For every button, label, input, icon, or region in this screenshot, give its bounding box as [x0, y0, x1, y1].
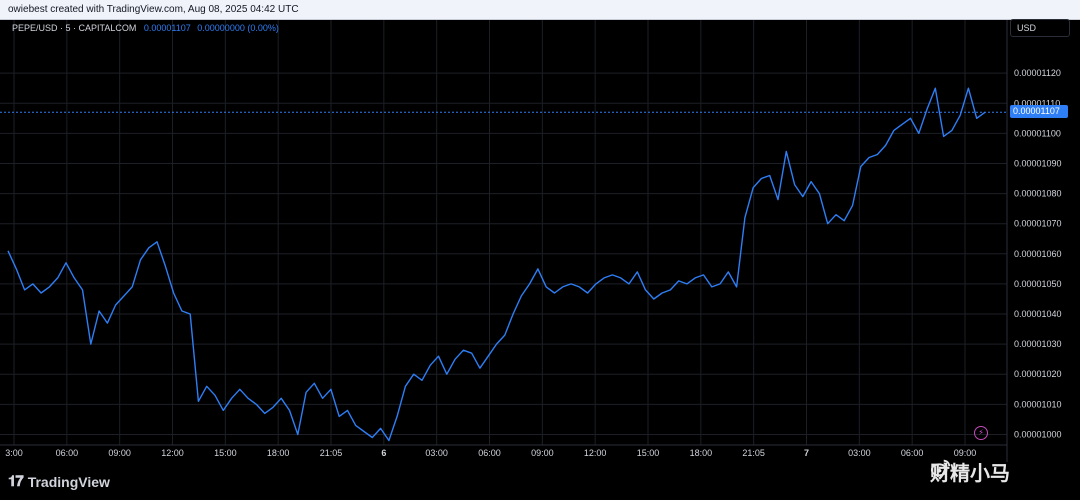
chart-legend[interactable]: PEPE/USD · 5 · CAPITALCOM 0.00001107 0.0… [12, 23, 279, 33]
time-axis-labels: 3:00 06:00 09:00 12:00 15:00 18:00 21:05 6 03:00… [5, 448, 976, 458]
time-tick-label: 18:00 [690, 448, 713, 458]
time-tick-label: 15:00 [637, 448, 660, 458]
time-tick-label: 18:00 [267, 448, 290, 458]
time-tick-label: 09:00 [954, 448, 977, 458]
price-tick-label: 0.00001000 [1014, 429, 1062, 439]
price-tick-label: 0.00001050 [1014, 279, 1062, 289]
price-tick-label: 0.00001110 [1014, 98, 1060, 108]
time-tick-label: 21:05 [320, 448, 343, 458]
price-tick-label: 0.00001070 [1014, 219, 1062, 229]
created-by-text: owiebest created with TradingView.com, A… [8, 4, 299, 15]
price-tick-label: 0.00001120 [1014, 68, 1061, 78]
time-tick-label: 03:00 [425, 448, 448, 458]
price-tick-label: 0.00001080 [1014, 189, 1062, 199]
time-tick-label: 06:00 [478, 448, 501, 458]
time-tick-label: 09:00 [531, 448, 554, 458]
time-tick-label: 3:00 [5, 448, 23, 458]
price-tick-label: 0.00001040 [1014, 309, 1062, 319]
watermark: 财精小马 [930, 457, 1010, 486]
time-tick-label: 21:05 [742, 448, 765, 458]
legend-last-value: 0.00001107 [143, 23, 191, 33]
series-line-pepe-usd [7, 87, 986, 442]
price-tick-label: 0.00001060 [1014, 249, 1062, 259]
bottom-bar: 𝟏𝟕 TradingView [0, 462, 1080, 500]
time-tick-label: 06:00 [901, 448, 924, 458]
lightning-icon[interactable]: ⚡ [974, 426, 988, 440]
time-tick-label: 12:00 [161, 448, 184, 458]
time-tick-label: 09:00 [108, 448, 131, 458]
price-tick-label: 0.00001020 [1014, 369, 1062, 379]
time-tick-label: 06:00 [56, 448, 79, 458]
price-tick-label: 0.00001090 [1014, 158, 1062, 168]
price-axis-labels: 0.00001000 0.00001010 0.00001020 0.00001030… [1014, 68, 1062, 439]
top-bar: owiebest created with TradingView.com, A… [0, 0, 1080, 20]
tradingview-brand-text: TradingView [27, 473, 110, 490]
tradingview-logo-icon: 𝟏𝟕 [8, 473, 24, 490]
time-tick-label: 03:00 [848, 448, 871, 458]
tradingview-logo[interactable]: 𝟏𝟕 TradingView [8, 473, 110, 490]
price-tick-label: 0.00001100 [1014, 128, 1061, 138]
currency-selector[interactable]: USD [1010, 19, 1070, 37]
price-tick-label: 0.00001010 [1014, 399, 1062, 409]
price-tick-label: 0.00001030 [1014, 339, 1062, 349]
legend-change: 0.00000000 (0.00%) [197, 23, 279, 33]
time-tick-label: 12:00 [584, 448, 607, 458]
time-tick-label: 6 [381, 448, 386, 458]
grid-lines [0, 20, 1007, 445]
time-tick-label: 15:00 [214, 448, 237, 458]
last-price-label: 0.00001107 [1010, 105, 1068, 119]
legend-symbol: PEPE/USD · 5 · CAPITALCOM [12, 23, 137, 33]
time-tick-label: 7 [804, 448, 809, 458]
weibo-icon [930, 459, 951, 477]
